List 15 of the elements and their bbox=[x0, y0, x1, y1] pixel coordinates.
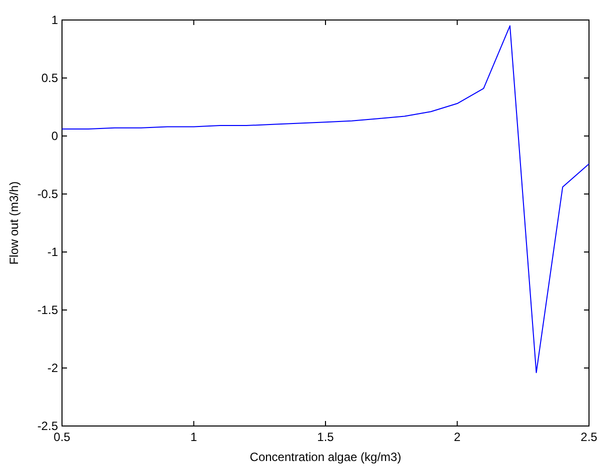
y-tick-label: -1.5 bbox=[37, 303, 58, 317]
y-tick-label: -2.5 bbox=[37, 419, 58, 433]
x-tick-label: 1.5 bbox=[317, 430, 334, 444]
x-tick-label: 1 bbox=[190, 430, 198, 444]
x-axis-title: Concentration algae (kg/m3) bbox=[250, 450, 402, 464]
y-tick-label: -0.5 bbox=[37, 187, 58, 201]
y-tick-label: -2 bbox=[47, 361, 58, 375]
y-axis-title: Flow out (m3/h) bbox=[7, 181, 21, 265]
line-series bbox=[62, 25, 590, 374]
y-tick-label: 0 bbox=[51, 129, 58, 143]
x-tick-label: 2 bbox=[454, 430, 461, 444]
y-tick-label: -1 bbox=[47, 245, 58, 259]
x-tick-label: 2.5 bbox=[580, 430, 598, 444]
y-tick-label: 0.5 bbox=[41, 71, 58, 85]
y-tick-label: 1 bbox=[51, 13, 58, 27]
